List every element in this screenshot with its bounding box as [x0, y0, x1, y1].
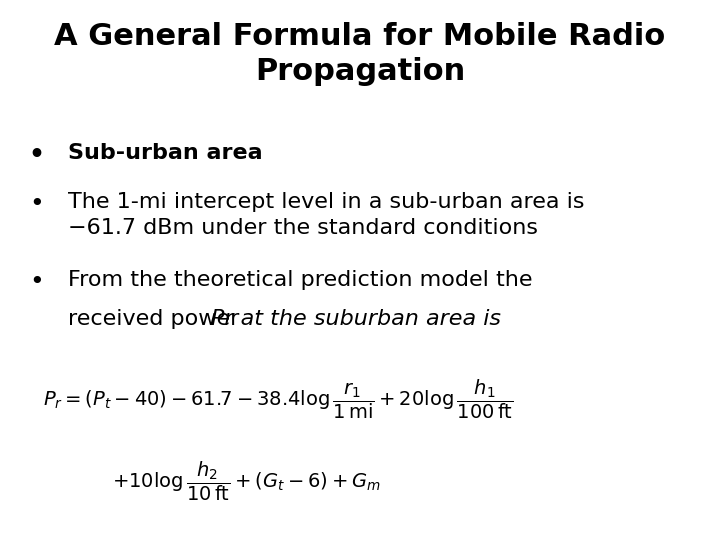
Text: •: • [29, 143, 45, 167]
Text: Pr at the suburban area is: Pr at the suburban area is [211, 309, 501, 329]
Text: A General Formula for Mobile Radio
Propagation: A General Formula for Mobile Radio Propa… [55, 22, 665, 86]
Text: •: • [29, 270, 43, 294]
Text: Sub-urban area: Sub-urban area [68, 143, 263, 163]
Text: The 1-mi intercept level in a sub-urban area is
−61.7 dBm under the standard con: The 1-mi intercept level in a sub-urban … [68, 192, 585, 238]
Text: From the theoretical prediction model the: From the theoretical prediction model th… [68, 270, 533, 290]
Text: $P_r = (P_t - 40) - 61.7 - 38.4\log\dfrac{r_1}{1\,\mathrm{mi}} + 20\log\dfrac{h_: $P_r = (P_t - 40) - 61.7 - 38.4\log\dfra… [43, 378, 514, 421]
Text: received power: received power [68, 309, 247, 329]
Text: •: • [29, 192, 43, 215]
Text: $+ 10\log\dfrac{h_2}{10\,\mathrm{ft}} + (G_t - 6) + G_m$: $+ 10\log\dfrac{h_2}{10\,\mathrm{ft}} + … [112, 460, 380, 503]
